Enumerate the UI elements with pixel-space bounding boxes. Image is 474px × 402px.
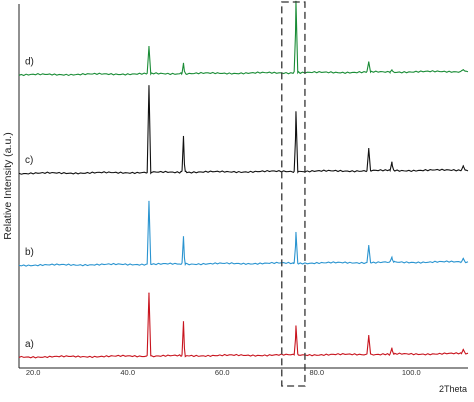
series-1-peak-5 bbox=[391, 347, 393, 349]
series-3-peak-6 bbox=[462, 165, 464, 167]
x-axis-title: 2Theta bbox=[439, 384, 467, 394]
series-label-2: b) bbox=[25, 247, 34, 258]
series-2-peak-4 bbox=[368, 244, 370, 247]
series-2-peak-2 bbox=[182, 236, 185, 238]
series-labels: a) b) c) d) bbox=[25, 57, 34, 350]
x-tick-label-2: 40.0 bbox=[120, 368, 135, 377]
series-3-peak-4 bbox=[368, 148, 370, 150]
series-2-peak-6 bbox=[462, 257, 464, 260]
series-4-peak-6 bbox=[462, 69, 464, 71]
x-tick-label-4: 80.0 bbox=[309, 368, 324, 377]
series-label-3: c) bbox=[25, 155, 33, 166]
series-4-peak-4 bbox=[368, 61, 370, 63]
plot-area bbox=[18, 4, 468, 369]
series-label-1: a) bbox=[25, 339, 34, 350]
series-1-peak-4 bbox=[368, 335, 370, 337]
series-3-peak-2 bbox=[182, 135, 185, 138]
highlight-layer bbox=[281, 1, 306, 387]
series-2-peak-1 bbox=[148, 200, 150, 202]
series-2-peak-3 bbox=[295, 231, 297, 234]
series-3-peak-5 bbox=[391, 161, 393, 163]
series-line-4 bbox=[18, 1, 469, 77]
series-2-peak-5 bbox=[391, 256, 393, 258]
highlight-box bbox=[281, 1, 306, 387]
x-ticks: 20.0 40.0 60.0 80.0 100.0 bbox=[26, 368, 421, 377]
series-line-3 bbox=[18, 85, 469, 175]
series-3-peak-1 bbox=[148, 85, 150, 87]
series-3-peak-3 bbox=[295, 111, 297, 113]
series-4-peak-5 bbox=[391, 69, 393, 71]
series-4-peak-2 bbox=[182, 62, 185, 64]
series-1-peak-3 bbox=[295, 325, 297, 327]
x-tick-label-3: 60.0 bbox=[215, 368, 230, 377]
series-label-4: d) bbox=[25, 57, 34, 68]
series-1-peak-2 bbox=[182, 321, 185, 323]
x-tick-label-1: 20.0 bbox=[26, 368, 41, 377]
series-layer bbox=[18, 0, 469, 359]
series-1-peak-1 bbox=[148, 292, 150, 294]
series-4-peak-1 bbox=[148, 46, 150, 48]
series-1-peak-6 bbox=[462, 348, 464, 351]
series-line-1 bbox=[18, 293, 469, 359]
y-axis-title: Relative Intensity (a.u.) bbox=[2, 132, 14, 239]
series-line-2 bbox=[18, 201, 469, 267]
x-tick-label-5: 100.0 bbox=[402, 368, 421, 377]
